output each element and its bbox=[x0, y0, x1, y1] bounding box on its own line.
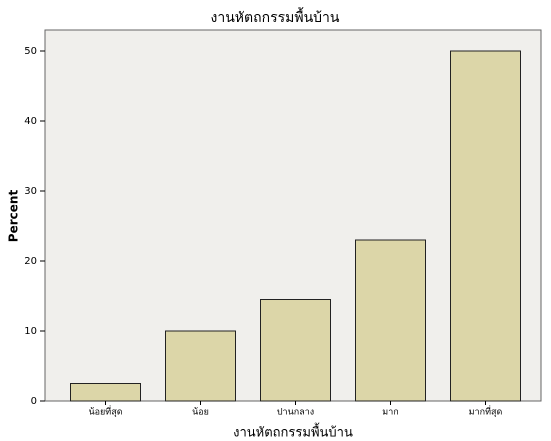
bar bbox=[260, 299, 331, 402]
x-tick-label: ปานกลาง bbox=[277, 408, 314, 418]
y-axis-label: Percent bbox=[7, 190, 21, 243]
y-tick-label: 0 bbox=[31, 396, 37, 407]
bar bbox=[450, 50, 521, 402]
bar bbox=[165, 330, 236, 402]
bar bbox=[355, 239, 426, 402]
bar bbox=[70, 383, 141, 402]
x-axis-label: งานหัตถกรรมพื้นบ้าน bbox=[233, 423, 353, 441]
y-tick-label: 20 bbox=[24, 256, 37, 267]
y-tick-label: 40 bbox=[24, 116, 37, 127]
x-tick-label: น้อย bbox=[192, 407, 209, 418]
chart-title: งานหัตถกรรมพื้นบ้าน bbox=[211, 7, 340, 26]
x-tick-label: มากที่สุด bbox=[469, 405, 503, 418]
y-tick-label: 50 bbox=[24, 46, 37, 57]
x-tick-label: น้อยที่สุด bbox=[88, 405, 122, 418]
y-tick-label: 10 bbox=[24, 326, 37, 337]
x-tick-label: มาก bbox=[382, 408, 398, 418]
y-tick-label: 30 bbox=[24, 186, 37, 197]
